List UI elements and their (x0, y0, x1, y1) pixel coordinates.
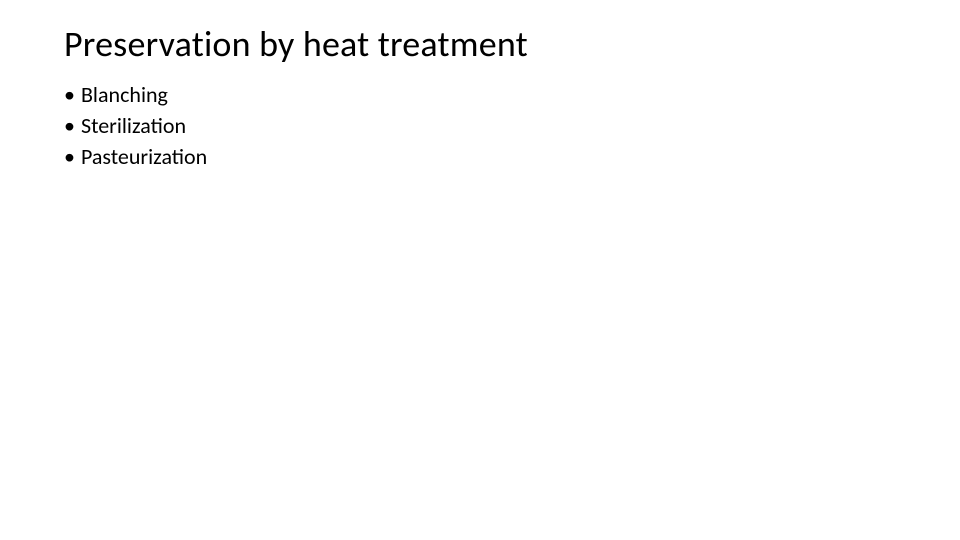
bullet-text: Pasteurization (81, 142, 207, 173)
bullet-icon: • (64, 111, 75, 142)
bullet-text: Sterilization (81, 111, 186, 142)
slide-body: • Blanching • Sterilization • Pasteuriza… (64, 80, 207, 172)
bullet-icon: • (64, 80, 75, 111)
list-item: • Sterilization (64, 111, 207, 142)
bullet-icon: • (64, 142, 75, 173)
slide-title: Preservation by heat treatment (64, 22, 528, 66)
list-item: • Blanching (64, 80, 207, 111)
slide: Preservation by heat treatment • Blanchi… (0, 0, 960, 540)
list-item: • Pasteurization (64, 142, 207, 173)
bullet-text: Blanching (81, 80, 168, 111)
